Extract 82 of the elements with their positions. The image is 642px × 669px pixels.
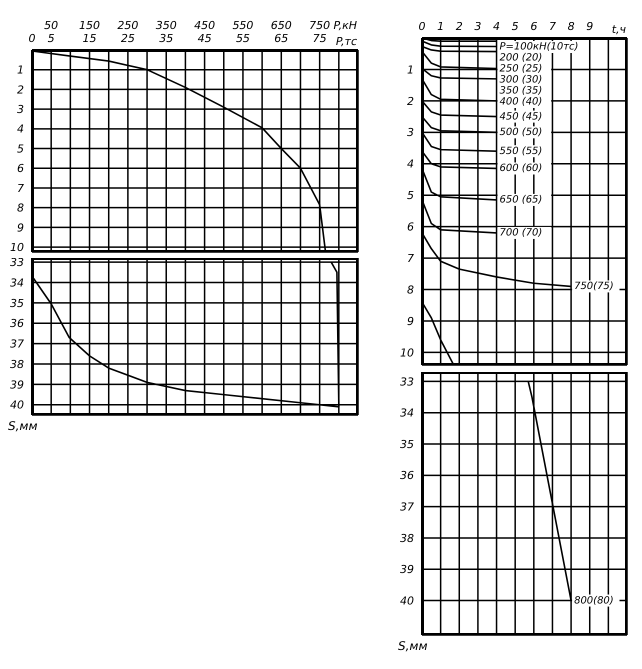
series-label: 650 (65) bbox=[500, 194, 542, 206]
y-tick-label: 2 bbox=[407, 94, 414, 108]
series-label: 250 (25) bbox=[500, 64, 542, 75]
y-tick-label: 8 bbox=[17, 202, 24, 215]
y-tick-label: 3 bbox=[407, 126, 414, 140]
y-tick-label: 10 bbox=[10, 240, 24, 254]
x-tick-label: 15 bbox=[82, 32, 97, 45]
y-tick-label: 39 bbox=[400, 563, 414, 576]
x-tick-label: 0 bbox=[28, 32, 36, 45]
y-tick-label: 37 bbox=[400, 500, 414, 514]
y-tick-label: 36 bbox=[400, 469, 414, 482]
x-tick-label: 9 bbox=[586, 20, 594, 33]
x-tick-label: 5 bbox=[48, 32, 55, 45]
y-tick-label: 40 bbox=[400, 594, 414, 608]
x-axis-title: P,тс bbox=[336, 35, 357, 49]
y-tick-label: 37 bbox=[10, 338, 24, 351]
series-label: 200 (20) bbox=[500, 52, 542, 64]
series-label: P=100кН(10тс) bbox=[500, 42, 578, 53]
series-label: 400 (40) bbox=[500, 96, 542, 108]
x2-tick-label: 750 bbox=[309, 19, 330, 33]
x-axis-title: t,ч bbox=[612, 23, 626, 37]
y-tick-label: 33 bbox=[400, 375, 414, 388]
y-axis-title: S,мм bbox=[8, 419, 38, 433]
y-tick-label: 8 bbox=[407, 283, 414, 296]
x-tick-label: 6 bbox=[530, 20, 538, 33]
x-tick-label: 7 bbox=[548, 20, 556, 33]
x2-tick-label: 250 bbox=[117, 19, 138, 33]
y-tick-label: 33 bbox=[10, 256, 24, 269]
y-tick-label: 7 bbox=[17, 182, 24, 195]
y-tick-label: 35 bbox=[400, 438, 414, 451]
series-label: 700 (70) bbox=[500, 228, 542, 239]
y-tick-label: 6 bbox=[407, 220, 414, 234]
y-tick-label: 5 bbox=[17, 142, 24, 156]
y-tick-label: 6 bbox=[17, 162, 24, 176]
x-tick-label: 35 bbox=[159, 32, 174, 45]
series-label: 800(80) bbox=[574, 595, 614, 606]
x-tick-label: 5 bbox=[512, 20, 519, 33]
x-tick-label: 8 bbox=[568, 20, 575, 33]
series-label: 500 (50) bbox=[500, 127, 542, 138]
x2-tick-label: 150 bbox=[79, 19, 100, 33]
series-label: 450 (45) bbox=[500, 111, 542, 122]
y-tick-label: 2 bbox=[17, 83, 24, 96]
x-tick-label: 25 bbox=[120, 32, 135, 45]
series-label: 350 (35) bbox=[500, 86, 542, 97]
series-label: 750(75) bbox=[574, 281, 614, 292]
y-tick-label: 40 bbox=[10, 398, 24, 412]
y-tick-label: 34 bbox=[400, 406, 414, 420]
y-tick-label: 38 bbox=[400, 532, 414, 545]
y-tick-label: 1 bbox=[17, 64, 24, 77]
x-tick-label: 2 bbox=[456, 20, 463, 33]
y-tick-label: 35 bbox=[10, 296, 24, 310]
series-label: 600 (60) bbox=[500, 163, 542, 174]
y-tick-label: 34 bbox=[10, 276, 24, 290]
x-tick-label: 0 bbox=[418, 20, 426, 33]
y-tick-label: 1 bbox=[407, 63, 414, 76]
series-label: 300 (30) bbox=[500, 74, 542, 86]
y-tick-label: 10 bbox=[400, 346, 414, 360]
y-tick-label: 39 bbox=[10, 378, 24, 392]
x-tick-label: 65 bbox=[274, 32, 288, 45]
y-tick-label: 3 bbox=[17, 103, 24, 116]
y-tick-label: 38 bbox=[10, 358, 24, 371]
x2-tick-label: 450 bbox=[194, 19, 216, 33]
x-tick-label: 45 bbox=[198, 32, 212, 45]
x-tick-label: 55 bbox=[236, 32, 250, 45]
y-tick-label: 4 bbox=[17, 122, 24, 136]
x-tick-label: 3 bbox=[474, 20, 482, 33]
x2-tick-label: 650 bbox=[270, 19, 292, 33]
x2-tick-label: 550 bbox=[232, 19, 254, 33]
x2-tick-label: 350 bbox=[156, 19, 177, 33]
x-tick-label: 1 bbox=[437, 20, 444, 33]
y-tick-label: 5 bbox=[407, 189, 414, 202]
x-tick-label: 75 bbox=[312, 32, 327, 45]
x2-tick-label: 50 bbox=[44, 19, 58, 33]
y-tick-label: 36 bbox=[10, 317, 24, 330]
x2-axis-title: P,кН bbox=[333, 19, 357, 33]
y-axis-title: S,мм bbox=[398, 639, 428, 653]
x-tick-label: 4 bbox=[493, 20, 500, 33]
y-tick-label: 9 bbox=[17, 221, 24, 234]
y-tick-label: 7 bbox=[407, 252, 414, 265]
y-tick-label: 4 bbox=[407, 158, 414, 171]
y-tick-label: 9 bbox=[407, 314, 414, 328]
series-label: 550 (55) bbox=[500, 146, 542, 157]
